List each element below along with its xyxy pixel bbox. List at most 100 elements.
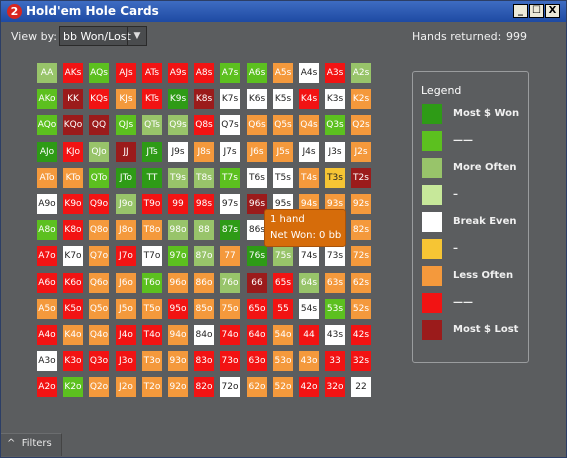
hand-cell[interactable]: T3o <box>142 351 162 371</box>
maximize-button[interactable]: ☐ <box>529 4 544 18</box>
hand-cell[interactable]: A2s <box>351 63 371 83</box>
hand-cell[interactable]: 86o <box>194 273 214 293</box>
hand-cell[interactable]: K8o <box>63 220 83 240</box>
hand-cell[interactable]: A9o <box>37 194 57 214</box>
hand-cell[interactable]: T6o <box>142 273 162 293</box>
hand-cell[interactable]: A3o <box>37 351 57 371</box>
hand-cell[interactable]: 93o <box>168 351 188 371</box>
hand-cell[interactable]: K5o <box>63 299 83 319</box>
hand-cell[interactable]: QJo <box>89 142 109 162</box>
hand-cell[interactable]: K7o <box>63 246 83 266</box>
hand-cell[interactable]: AQs <box>89 63 109 83</box>
hand-cell[interactable]: 95o <box>168 299 188 319</box>
hand-cell[interactable]: K2s <box>351 89 371 109</box>
hand-cell[interactable]: 92o <box>168 377 188 397</box>
hand-cell[interactable]: 72o <box>220 377 240 397</box>
hand-cell[interactable]: J7s <box>220 142 240 162</box>
hand-cell[interactable]: Q6o <box>89 273 109 293</box>
hand-cell[interactable]: 64s <box>299 273 319 293</box>
hand-cell[interactable]: T5s <box>273 168 293 188</box>
hand-cell[interactable]: T2o <box>142 377 162 397</box>
hand-cell[interactable]: 86s <box>247 220 267 240</box>
hand-cell[interactable]: T6s <box>247 168 267 188</box>
hand-cell[interactable]: 53s <box>325 299 345 319</box>
hand-cell[interactable]: J2o <box>116 377 136 397</box>
hand-cell[interactable]: KJs <box>116 89 136 109</box>
hand-cell[interactable]: 64o <box>247 325 267 345</box>
hand-cell[interactable]: QTo <box>89 168 109 188</box>
hand-cell[interactable]: 75s <box>273 246 293 266</box>
hand-cell[interactable]: 96o <box>168 273 188 293</box>
hand-cell[interactable]: 54o <box>273 325 293 345</box>
hand-cell[interactable]: 97o <box>168 246 188 266</box>
hand-cell[interactable]: 74s <box>299 246 319 266</box>
hand-cell[interactable]: A6o <box>37 273 57 293</box>
hand-cell[interactable]: 65s <box>273 273 293 293</box>
hand-cell[interactable]: 43s <box>325 325 345 345</box>
hand-cell[interactable]: 92s <box>351 194 371 214</box>
hand-cell[interactable]: J6o <box>116 273 136 293</box>
hand-cell[interactable]: A7s <box>220 63 240 83</box>
chevron-down-icon[interactable]: ▼ <box>127 27 146 45</box>
hand-cell[interactable]: T4o <box>142 325 162 345</box>
hand-cell[interactable]: Q6s <box>247 115 267 135</box>
hand-cell[interactable]: AKo <box>37 89 57 109</box>
hand-cell[interactable]: 42s <box>351 325 371 345</box>
hand-cell[interactable]: K7s <box>220 89 240 109</box>
hand-cell[interactable]: 94o <box>168 325 188 345</box>
hand-cell[interactable]: 82s <box>351 220 371 240</box>
hand-cell[interactable]: KTs <box>142 89 162 109</box>
hand-cell[interactable]: 65o <box>247 299 267 319</box>
hand-cell[interactable]: T7o <box>142 246 162 266</box>
minimize-button[interactable]: _ <box>513 4 528 18</box>
hand-cell[interactable]: ATs <box>142 63 162 83</box>
hand-cell[interactable]: 43o <box>299 351 319 371</box>
hand-cell[interactable]: Q4o <box>89 325 109 345</box>
hand-cell[interactable]: 22 <box>351 377 371 397</box>
hand-cell[interactable]: 88 <box>194 220 214 240</box>
hand-cell[interactable]: J8o <box>116 220 136 240</box>
hand-cell[interactable]: T2s <box>351 168 371 188</box>
hand-cell[interactable]: A8o <box>37 220 57 240</box>
hand-cell[interactable]: Q9s <box>168 115 188 135</box>
hand-cell[interactable]: AJs <box>116 63 136 83</box>
hand-cell[interactable]: T7s <box>220 168 240 188</box>
hand-cell[interactable]: K3o <box>63 351 83 371</box>
hand-cell[interactable]: QJs <box>116 115 136 135</box>
hand-cell[interactable]: JTs <box>142 142 162 162</box>
hand-cell[interactable]: Q4s <box>299 115 319 135</box>
hand-cell[interactable]: 76s <box>247 246 267 266</box>
hand-cell[interactable]: 33 <box>325 351 345 371</box>
close-button[interactable]: X <box>545 4 560 18</box>
hand-cell[interactable]: T9o <box>142 194 162 214</box>
hand-cell[interactable]: 74o <box>220 325 240 345</box>
hand-cell[interactable]: K2o <box>63 377 83 397</box>
hand-cell[interactable]: 32o <box>325 377 345 397</box>
hand-cell[interactable]: KQs <box>89 89 109 109</box>
hand-cell[interactable]: 98o <box>168 220 188 240</box>
hand-cell[interactable]: A7o <box>37 246 57 266</box>
hand-cell[interactable]: 44 <box>299 325 319 345</box>
hand-cell[interactable]: K9o <box>63 194 83 214</box>
hand-cell[interactable]: J5s <box>273 142 293 162</box>
hand-cell[interactable]: 97s <box>220 194 240 214</box>
hand-cell[interactable]: 32s <box>351 351 371 371</box>
hand-cell[interactable]: KTo <box>63 168 83 188</box>
hand-cell[interactable]: Q3s <box>325 115 345 135</box>
hand-cell[interactable]: T9s <box>168 168 188 188</box>
hand-cell[interactable]: 73o <box>220 351 240 371</box>
hand-cell[interactable]: QTs <box>142 115 162 135</box>
hand-cell[interactable]: T8s <box>194 168 214 188</box>
hand-cell[interactable]: JJ <box>116 142 136 162</box>
hand-cell[interactable]: AA <box>37 63 57 83</box>
hand-cell[interactable]: Q2s <box>351 115 371 135</box>
hand-cell[interactable]: A5o <box>37 299 57 319</box>
hand-cell[interactable]: QQ <box>89 115 109 135</box>
hand-cell[interactable]: 72s <box>351 246 371 266</box>
hand-cell[interactable]: 66 <box>247 273 267 293</box>
hand-cell[interactable]: KQo <box>63 115 83 135</box>
hand-cell[interactable]: Q5o <box>89 299 109 319</box>
hand-cell[interactable]: A4o <box>37 325 57 345</box>
hand-cell[interactable]: J3o <box>116 351 136 371</box>
hand-cell[interactable]: 83o <box>194 351 214 371</box>
